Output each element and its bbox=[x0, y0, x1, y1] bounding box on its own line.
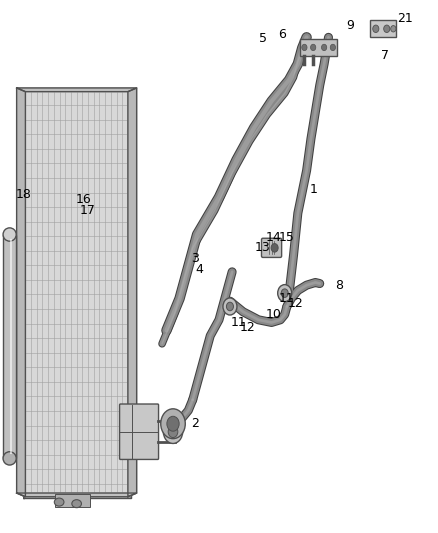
Bar bbox=[370, 20, 396, 37]
Text: 6: 6 bbox=[279, 28, 286, 41]
Bar bbox=[3, 235, 16, 458]
Circle shape bbox=[302, 44, 307, 51]
Circle shape bbox=[311, 44, 316, 51]
Text: 8: 8 bbox=[336, 279, 343, 292]
Circle shape bbox=[281, 289, 288, 297]
Circle shape bbox=[167, 416, 179, 431]
Circle shape bbox=[384, 25, 390, 33]
Text: 9: 9 bbox=[346, 19, 354, 32]
Bar bbox=[55, 494, 90, 507]
Text: 7: 7 bbox=[381, 50, 389, 62]
Text: 16: 16 bbox=[75, 193, 91, 206]
Text: 2: 2 bbox=[191, 417, 199, 430]
Text: 17: 17 bbox=[80, 204, 95, 217]
Polygon shape bbox=[17, 88, 137, 92]
Text: 1: 1 bbox=[309, 183, 317, 196]
Polygon shape bbox=[17, 493, 137, 497]
Circle shape bbox=[168, 426, 178, 438]
Ellipse shape bbox=[72, 500, 81, 507]
Text: 4: 4 bbox=[195, 263, 203, 276]
Circle shape bbox=[278, 285, 292, 302]
Text: 11: 11 bbox=[231, 316, 247, 329]
Ellipse shape bbox=[3, 452, 16, 465]
Ellipse shape bbox=[54, 498, 64, 506]
Polygon shape bbox=[128, 88, 137, 497]
Text: 15: 15 bbox=[279, 231, 295, 244]
FancyBboxPatch shape bbox=[120, 404, 159, 459]
Circle shape bbox=[223, 298, 237, 315]
Circle shape bbox=[373, 25, 379, 33]
Circle shape bbox=[321, 44, 327, 51]
Text: 11: 11 bbox=[279, 292, 295, 305]
Circle shape bbox=[163, 420, 183, 443]
Circle shape bbox=[391, 26, 396, 32]
Circle shape bbox=[330, 44, 336, 51]
Circle shape bbox=[226, 302, 233, 311]
Text: 21: 21 bbox=[397, 12, 413, 25]
Text: 3: 3 bbox=[191, 252, 199, 265]
Text: 5: 5 bbox=[259, 32, 267, 45]
Circle shape bbox=[161, 409, 185, 439]
Text: 18: 18 bbox=[16, 188, 32, 201]
FancyBboxPatch shape bbox=[261, 238, 282, 257]
Text: 12: 12 bbox=[288, 297, 304, 310]
Circle shape bbox=[271, 244, 278, 252]
Text: 10: 10 bbox=[266, 308, 282, 321]
Text: 13: 13 bbox=[255, 241, 271, 254]
Text: 12: 12 bbox=[240, 321, 255, 334]
Ellipse shape bbox=[3, 228, 16, 241]
Polygon shape bbox=[22, 91, 131, 498]
Text: 14: 14 bbox=[266, 231, 282, 244]
Polygon shape bbox=[17, 88, 25, 497]
Bar bbox=[300, 39, 337, 56]
